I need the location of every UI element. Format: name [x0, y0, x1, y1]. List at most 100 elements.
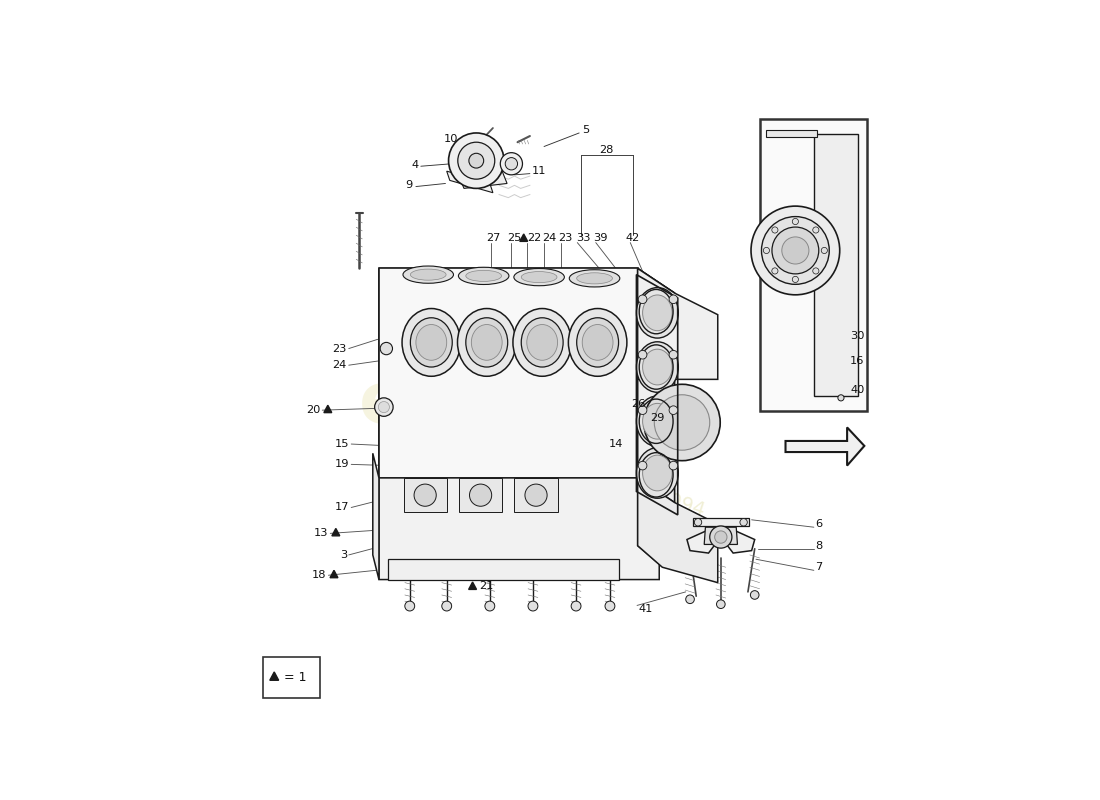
Polygon shape: [814, 134, 858, 396]
Ellipse shape: [576, 273, 613, 284]
Polygon shape: [520, 234, 528, 242]
Text: 27: 27: [486, 233, 500, 242]
Polygon shape: [404, 478, 447, 512]
Polygon shape: [378, 269, 416, 502]
Polygon shape: [388, 559, 619, 579]
Ellipse shape: [642, 403, 672, 439]
Text: 16: 16: [850, 356, 865, 366]
Circle shape: [442, 601, 452, 611]
Circle shape: [669, 295, 678, 303]
Ellipse shape: [416, 325, 447, 360]
Polygon shape: [378, 269, 638, 478]
Circle shape: [669, 462, 678, 470]
Circle shape: [638, 462, 647, 470]
Ellipse shape: [642, 349, 672, 385]
Text: 24: 24: [332, 360, 346, 370]
Ellipse shape: [459, 267, 509, 285]
Text: 41: 41: [639, 604, 653, 614]
Circle shape: [669, 406, 678, 414]
Ellipse shape: [527, 325, 558, 360]
Circle shape: [715, 531, 727, 543]
Text: 6: 6: [815, 519, 822, 529]
Text: = 1: = 1: [280, 671, 307, 684]
Text: 42: 42: [625, 233, 639, 242]
Ellipse shape: [514, 269, 564, 286]
Polygon shape: [638, 269, 674, 502]
Bar: [263, 657, 320, 698]
Circle shape: [644, 384, 721, 461]
Text: 21: 21: [478, 582, 493, 591]
Text: 4: 4: [411, 160, 419, 170]
Circle shape: [710, 526, 732, 548]
Text: 29: 29: [650, 413, 664, 423]
Text: 33: 33: [576, 233, 591, 242]
Circle shape: [669, 350, 678, 359]
Ellipse shape: [637, 396, 679, 446]
Ellipse shape: [465, 270, 502, 282]
Text: 5: 5: [582, 125, 590, 135]
Text: 17: 17: [334, 502, 350, 513]
Text: 11: 11: [531, 166, 547, 176]
Circle shape: [405, 601, 415, 611]
Circle shape: [813, 227, 818, 233]
Text: 15: 15: [334, 439, 350, 449]
Text: 13: 13: [314, 528, 329, 538]
Text: 20: 20: [306, 405, 320, 415]
Ellipse shape: [472, 325, 502, 360]
Circle shape: [792, 276, 799, 282]
Circle shape: [772, 268, 778, 274]
Text: 40: 40: [850, 386, 865, 395]
Circle shape: [763, 247, 770, 254]
Circle shape: [694, 518, 702, 526]
Circle shape: [525, 484, 547, 506]
Polygon shape: [686, 529, 716, 553]
Circle shape: [528, 601, 538, 611]
Text: 22: 22: [527, 233, 541, 242]
Polygon shape: [330, 570, 338, 578]
Circle shape: [772, 227, 818, 274]
Text: a passion for parts since 1994: a passion for parts since 1994: [420, 411, 707, 520]
Polygon shape: [378, 478, 659, 579]
Circle shape: [740, 518, 747, 526]
Polygon shape: [332, 529, 340, 536]
Ellipse shape: [513, 309, 572, 376]
Polygon shape: [515, 478, 558, 512]
Polygon shape: [785, 427, 865, 466]
Circle shape: [751, 206, 839, 295]
Circle shape: [638, 406, 647, 414]
Polygon shape: [459, 478, 502, 512]
Circle shape: [485, 601, 495, 611]
Polygon shape: [459, 171, 507, 188]
Text: 26: 26: [631, 399, 646, 409]
Ellipse shape: [402, 309, 461, 376]
Text: 19: 19: [334, 459, 350, 470]
Circle shape: [458, 142, 495, 179]
Circle shape: [822, 247, 827, 254]
Ellipse shape: [582, 325, 613, 360]
Text: 10: 10: [443, 134, 458, 144]
Text: 30: 30: [850, 331, 865, 342]
Polygon shape: [766, 130, 817, 138]
Ellipse shape: [521, 271, 557, 282]
Polygon shape: [447, 171, 493, 193]
Text: 14: 14: [608, 439, 623, 449]
Ellipse shape: [637, 287, 679, 338]
Ellipse shape: [410, 269, 447, 280]
Ellipse shape: [403, 266, 453, 283]
Ellipse shape: [458, 309, 516, 376]
Circle shape: [838, 394, 844, 401]
Ellipse shape: [642, 455, 672, 491]
Text: 3: 3: [340, 550, 346, 560]
Circle shape: [792, 218, 799, 225]
Bar: [760, 118, 868, 411]
Circle shape: [761, 217, 829, 284]
Circle shape: [782, 237, 808, 264]
Ellipse shape: [569, 309, 627, 376]
Text: 25: 25: [507, 233, 521, 242]
Polygon shape: [323, 406, 332, 413]
Ellipse shape: [410, 318, 452, 367]
Circle shape: [381, 342, 393, 354]
Circle shape: [378, 402, 389, 413]
Polygon shape: [373, 454, 378, 579]
Circle shape: [654, 394, 710, 450]
